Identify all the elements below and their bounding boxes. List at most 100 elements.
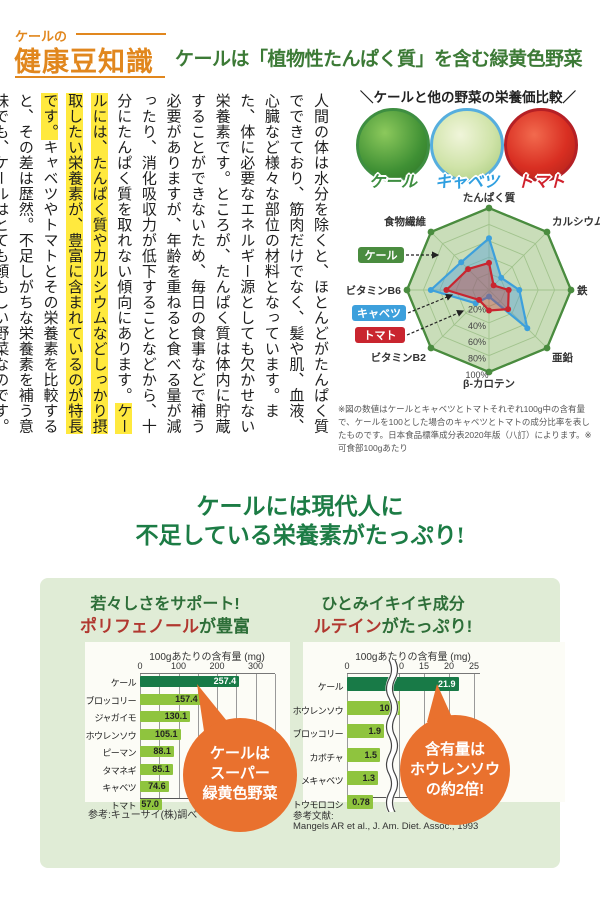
header-badge-underline <box>15 76 165 78</box>
axis-tick: 10 <box>393 661 405 671</box>
kale-label: ケール <box>368 174 417 191</box>
bar: 105.1 <box>140 728 181 740</box>
cabbage-label: キャベツ <box>434 174 499 191</box>
bar-category-label: カボチャ <box>309 752 343 763</box>
article-text: 人間の体は水分を除くと、ほとんどがたんぱく質でできており、筋肉だけでなく、髪や肌… <box>0 93 332 449</box>
svg-text:β-カロテン: β-カロテン <box>463 378 515 390</box>
polyphenol-chart-title: 100gあたりの含有量 (mg) <box>149 652 265 663</box>
mid-heading-line2: 不足している栄養素がたっぷり! <box>135 523 465 548</box>
lutein-chart-axis: 0 10 15 20 25 <box>344 661 480 673</box>
svg-text:たんぱく質: たんぱく質 <box>463 191 516 204</box>
bar-value: 10.2 <box>379 702 397 713</box>
bar-category-label: ホウレンソウ <box>85 730 137 741</box>
comparison-heading: ＼ケールと他の野菜の栄養価比較／ <box>360 90 576 105</box>
bar-value: 57.0 <box>141 798 159 809</box>
polyphenol-rest: が豊富 <box>199 617 250 636</box>
axis-break-mark <box>385 660 399 812</box>
axis-tick: 25 <box>468 661 480 671</box>
axis-tick: 20 <box>443 661 455 671</box>
svg-text:ケール: ケール <box>365 249 398 262</box>
lutein-chart-plot: ケール 21.9 ホウレンソウ 10.2 ブロッコリー 1.9 カボチャ 1.5 メキャベツ 1.… <box>293 660 480 812</box>
svg-text:ビタミンB6: ビタミンB6 <box>346 284 402 297</box>
lutein-source: Mangels AR et al., J. Am. Diet. Assoc., … <box>293 821 479 832</box>
header-eyebrow: ケールの <box>15 29 68 44</box>
bubble-text-line: スーパー <box>210 765 270 782</box>
bar: 85.1 <box>140 763 173 775</box>
bar-value: 1.5 <box>364 749 377 760</box>
svg-text:20%: 20% <box>468 304 486 314</box>
svg-text:60%: 60% <box>468 337 486 347</box>
axis-tick: 200 <box>209 661 225 671</box>
header-badge: 健康豆知識 <box>14 47 154 77</box>
page-title: ケールは「植物性たんぱく質」を含む緑黄色野菜 <box>175 49 583 70</box>
article-segment: 人間の体は水分を除くと、ほとんどがたんぱく質でできており、筋肉だけでなく、髪や肌… <box>115 93 329 434</box>
bar-row: ジャガイモ 130.1 <box>94 711 275 727</box>
bar-category-label: ケール <box>110 678 137 688</box>
bar-category-label: ブロッコリー <box>292 729 344 739</box>
bar-row: メキャベツ 1.3 <box>301 771 480 792</box>
mid-heading-line1: ケールには現代人に <box>196 494 404 519</box>
bar-category-label: キャベツ <box>102 783 136 793</box>
bar-row: トマト 57.0 <box>111 798 275 815</box>
lutein-rest: がたっぷり! <box>381 617 473 636</box>
bubble-text-line: 緑黄色野菜 <box>202 784 277 802</box>
svg-text:鉄: 鉄 <box>577 284 588 297</box>
bar: 88.1 <box>140 746 174 757</box>
bar-value: 0.78 <box>352 796 370 807</box>
bar-category-label: ジャガイモ <box>94 713 136 723</box>
svg-text:亜鉛: 亜鉛 <box>552 351 573 364</box>
svg-text:キャベツ: キャベツ <box>357 307 401 320</box>
bar-row: トウモロコシ 0.78 <box>293 794 480 816</box>
bar-category-label: ホウレンソウ <box>292 705 344 716</box>
bar-value: 257.4 <box>213 676 237 686</box>
svg-text:カルシウム: カルシウム <box>552 216 600 228</box>
svg-text:食物繊維: 食物繊維 <box>383 215 426 228</box>
bubble-text-line: ホウレンソウ <box>410 761 500 778</box>
bar-row: ピーマン 88.1 <box>102 746 275 762</box>
bar-category-label: ピーマン <box>102 748 136 758</box>
lutein-em: ルテイン <box>313 617 382 636</box>
bar-category-label: トウモロコシ <box>292 799 344 810</box>
bar-value: 85.1 <box>152 763 170 774</box>
kale-photo <box>356 108 430 182</box>
lutein-heading2: ルテインがたっぷり! <box>283 612 503 637</box>
bar-category-label: ケール <box>317 682 344 692</box>
bar: 10.2 <box>347 700 400 715</box>
bar-value: 157.4 <box>175 693 198 704</box>
bar-row: ブロッコリー 157.4 <box>86 693 275 710</box>
bar-value: 74.6 <box>148 781 166 791</box>
bubble-text-line: ケールは <box>210 745 270 762</box>
bar-value: 1.3 <box>362 773 375 783</box>
bar-value: 105.1 <box>154 728 178 739</box>
polyphenol-heading1: 若々しさをサポート! <box>90 596 240 613</box>
gridline <box>399 674 400 797</box>
bar-value: 21.9 <box>437 679 456 689</box>
bar: 1.9 <box>347 724 384 738</box>
axis-tick: 15 <box>418 661 430 671</box>
lutein-source-label: 参考文献: <box>293 811 334 822</box>
radar-footnote: ※図の数値はケールとキャベツとトマトそれぞれ100g中の含有量で、ケールを100… <box>338 404 592 453</box>
polyphenol-heading2: ポリフェノールが豊富 <box>55 612 275 637</box>
axis-tick: 100 <box>170 661 187 671</box>
bar-category-label: タマネギ <box>102 765 136 776</box>
bar-row: カボチャ 1.5 <box>309 747 480 769</box>
axis-tick: 0 <box>344 661 350 671</box>
svg-text:80%: 80% <box>468 354 486 364</box>
bar-row: ホウレンソウ 105.1 <box>86 728 275 745</box>
axis-tick: 0 <box>137 661 143 671</box>
bar-value: 130.1 <box>164 711 188 721</box>
gridline <box>197 674 199 798</box>
polyphenol-em: ポリフェノール <box>80 617 199 636</box>
bar-category-label: メキャベツ <box>300 776 344 786</box>
svg-text:40%: 40% <box>468 321 486 331</box>
bubble-text-line: 含有量は <box>425 740 485 758</box>
bar-row: タマネギ 85.1 <box>102 763 275 780</box>
bar-value: 88.1 <box>153 746 171 756</box>
bar: 157.4 <box>140 693 201 705</box>
bar: 130.1 <box>140 711 191 722</box>
svg-text:ビタミンB2: ビタミンB2 <box>371 351 427 364</box>
tomato-label: トマト <box>516 174 565 191</box>
bar: 0.78 <box>347 794 373 809</box>
svg-text:トマト: トマト <box>364 329 397 342</box>
